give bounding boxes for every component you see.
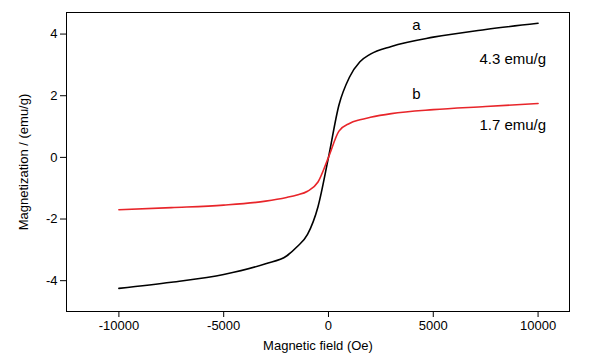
svg-text:0: 0	[325, 318, 332, 333]
svg-text:a: a	[412, 16, 421, 33]
svg-text:Magnetization / (emu/g): Magnetization / (emu/g)	[16, 94, 31, 231]
svg-text:b: b	[412, 85, 420, 102]
svg-text:4: 4	[50, 26, 57, 41]
svg-text:4.3 emu/g: 4.3 emu/g	[479, 50, 546, 67]
svg-text:5000: 5000	[419, 318, 448, 333]
svg-text:1.7 emu/g: 1.7 emu/g	[479, 116, 546, 133]
svg-text:2: 2	[50, 88, 57, 103]
svg-text:-2: -2	[46, 211, 58, 226]
svg-text:-5000: -5000	[207, 318, 240, 333]
svg-text:-4: -4	[46, 273, 58, 288]
svg-text:0: 0	[50, 150, 57, 165]
svg-text:10000: 10000	[520, 318, 556, 333]
svg-text:Magnetic field (Oe): Magnetic field (Oe)	[263, 338, 373, 353]
svg-text:-10000: -10000	[99, 318, 139, 333]
